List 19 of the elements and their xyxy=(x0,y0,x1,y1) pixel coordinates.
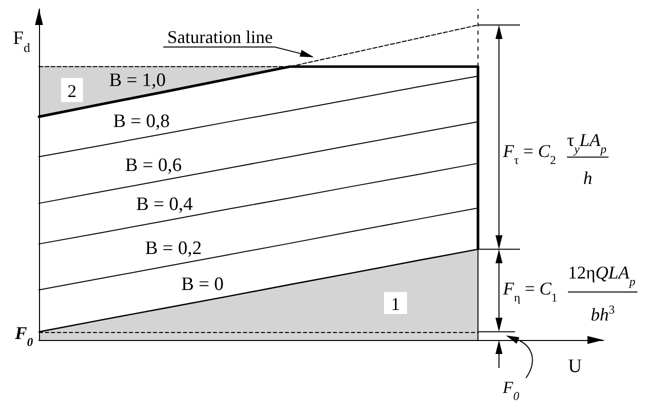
annotation: 2 xyxy=(68,81,76,101)
annotation: 1 xyxy=(391,294,400,314)
text: F$_{0}$ xyxy=(502,378,520,403)
ref-line-label: F$_{0}$ xyxy=(14,322,33,349)
annotation: 12ηQLA$_{p}$ xyxy=(568,262,636,289)
series-label: B = 0,8 xyxy=(113,111,170,132)
annotation: h xyxy=(583,168,592,188)
series-label: B = 0 xyxy=(181,274,224,295)
annotation: bh$^{3}$ xyxy=(590,302,615,325)
series-label: B = 0,2 xyxy=(145,238,202,259)
annotation: τ$_{y}$LA$_{p}$ xyxy=(566,130,607,156)
x-axis-title: U xyxy=(568,356,582,377)
series-label: B = 0,6 xyxy=(125,155,182,176)
annotation: F$_{η}$ = C$_{1}$ xyxy=(502,278,558,305)
annotation: F$_{τ}$ = C$_{2}$ xyxy=(502,141,556,168)
series-label: B = 1,0 xyxy=(109,70,166,91)
annotation: Saturation line xyxy=(167,27,273,47)
series-label: B = 0,4 xyxy=(136,194,194,215)
y-axis-title: F$_{d}$ xyxy=(13,28,31,54)
